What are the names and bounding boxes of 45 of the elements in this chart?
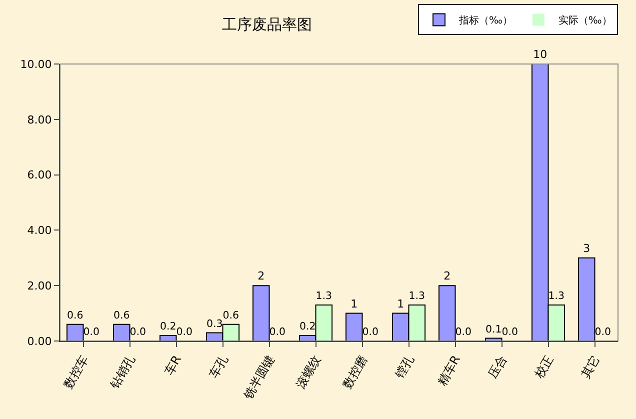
data-label: 0.0 (502, 327, 518, 338)
data-label: 0.6 (113, 310, 130, 322)
data-label: 0.0 (269, 327, 286, 338)
x-tick-label: 数控磨 (340, 352, 370, 392)
data-label: 2 (258, 270, 265, 283)
legend-label: 指标（‰） (458, 14, 512, 27)
data-label: 0.1 (485, 324, 502, 336)
data-label: 0.6 (222, 310, 240, 322)
y-tick-label: 0.00 (27, 334, 52, 348)
data-label: 1.3 (408, 291, 426, 302)
data-label: 0.6 (66, 310, 84, 322)
data-label: 0.0 (362, 327, 379, 338)
data-label: 1.3 (316, 291, 332, 302)
x-tick-label: 数控车 (60, 352, 92, 392)
data-label: 1 (350, 297, 358, 310)
data-label: 0.0 (455, 327, 472, 338)
y-tick-label: 10.00 (20, 58, 52, 71)
data-label: 0.3 (206, 318, 223, 330)
x-tick-label: 车孔 (206, 352, 231, 381)
data-label: 0.2 (160, 322, 176, 333)
x-tick-label: 精车R (434, 352, 464, 388)
data-label: 3 (583, 242, 590, 255)
x-tick-label: 车R (162, 352, 184, 378)
data-label: 0.0 (130, 327, 146, 338)
y-tick-label: 2.00 (27, 279, 52, 292)
chart-title: 工序废品率图 (222, 15, 312, 34)
x-tick-label: 压合 (485, 352, 510, 381)
x-tick-label: 钻销孔 (106, 352, 138, 392)
x-tick-label: 滚螺纹 (293, 352, 324, 392)
data-label: 1.3 (548, 291, 565, 302)
x-tick-label: 其它 (578, 352, 603, 381)
y-tick-label: 8.00 (27, 113, 52, 126)
x-tick-label: 校正 (531, 352, 556, 382)
y-tick-label: 6.00 (27, 168, 52, 182)
data-label: 1 (397, 297, 404, 310)
data-label: 10 (533, 48, 548, 61)
data-label: 0.0 (176, 327, 193, 338)
data-label: 0.0 (83, 327, 100, 338)
legend-label: 实际（‰） (558, 14, 612, 27)
x-tick-label: 镗孔 (392, 352, 417, 382)
data-label: 0.0 (594, 327, 612, 338)
data-label: 2 (444, 270, 451, 283)
data-label: 0.2 (299, 322, 316, 333)
x-tick-label: 铣半圆键 (240, 352, 278, 402)
y-tick-label: 4.00 (27, 224, 52, 238)
